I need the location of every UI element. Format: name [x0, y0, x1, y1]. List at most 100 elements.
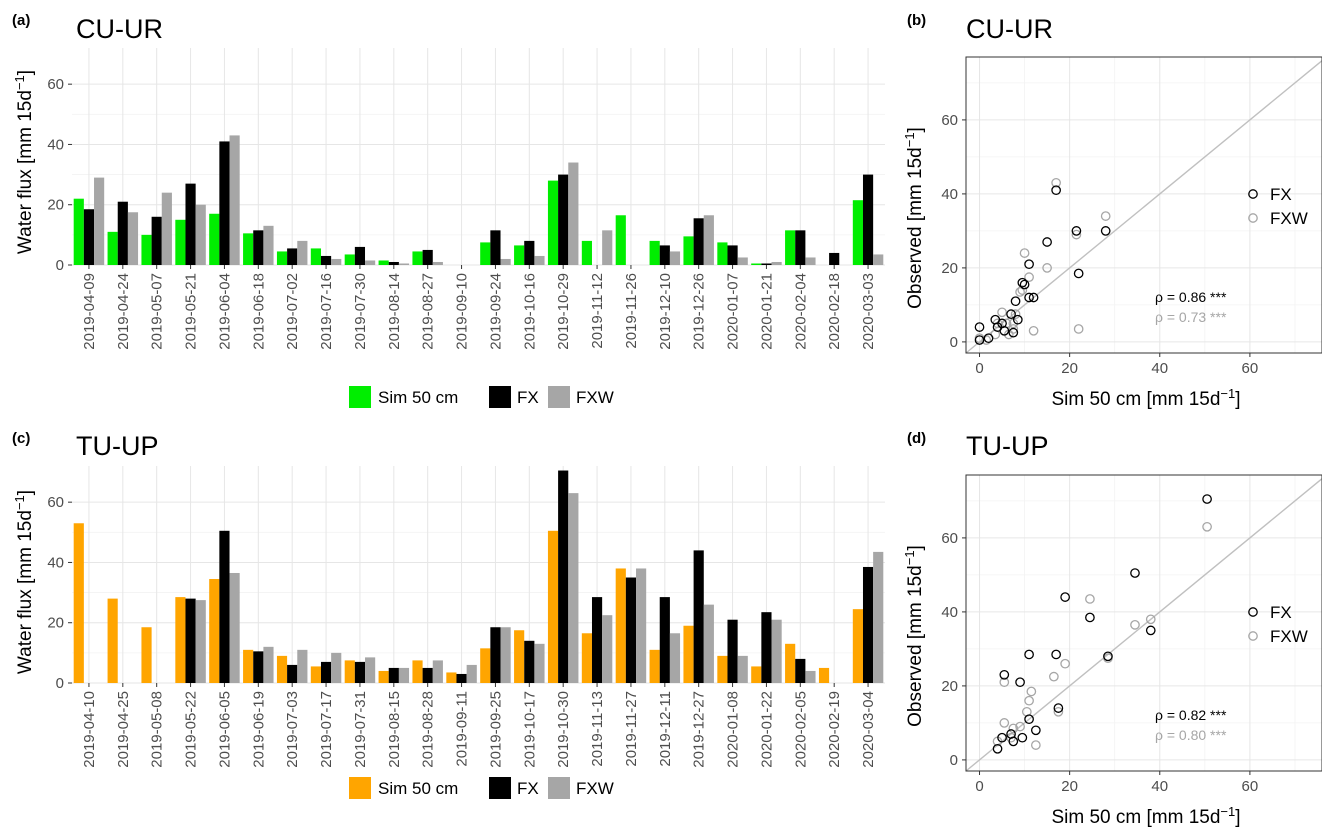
point-fxw — [1015, 721, 1025, 732]
panel-b-grid — [966, 57, 1322, 353]
bar-fx-2019-08-15 — [388, 667, 399, 683]
x-tick-label: 2019-10-16 — [521, 273, 538, 350]
panel-a-bars — [73, 135, 884, 265]
bar-fxw-2019-10-29 — [568, 162, 579, 265]
x-tick-label: 2019-08-15 — [386, 691, 403, 768]
x-tick-label: 2020-03-04 — [860, 691, 877, 768]
point-fxw — [997, 307, 1007, 318]
panel-c-y-ticks: 0 20 40 60 — [47, 494, 72, 692]
point-fx — [1028, 292, 1039, 303]
bar-fxw-2019-08-27 — [432, 261, 443, 265]
panel-d-title: TU-UP — [966, 431, 1049, 461]
point-fxw — [1026, 686, 1037, 697]
point-fx — [1010, 296, 1021, 307]
point-fx — [1145, 625, 1156, 636]
point-fx — [974, 322, 985, 332]
bar-fxw-2020-01-22 — [771, 619, 782, 683]
legend-fx-label: FX — [517, 388, 539, 407]
point-fx — [1060, 592, 1070, 602]
bar-fx-2019-06-18 — [253, 230, 264, 265]
bar-fxw-2019-12-11 — [669, 633, 681, 683]
x-tick-label: 20 — [1061, 360, 1078, 377]
panel-d-rho-fxw: ρ = 0.80 *** — [1155, 727, 1227, 743]
bar-fxw-2019-11-27 — [636, 568, 647, 683]
y-tick-label: 20 — [47, 197, 64, 214]
bar-fx-2019-04-24 — [117, 201, 128, 265]
y-tick-label: 20 — [941, 678, 958, 695]
bar-fx-2020-01-08 — [727, 619, 738, 683]
x-tick-label: 2019-10-30 — [555, 691, 572, 768]
point-fx — [1019, 279, 1030, 290]
bar-fx-2019-09-25 — [490, 627, 501, 683]
bar-fxw-2019-07-16 — [331, 258, 342, 265]
panel-b-y-axis-title: Observed [mm 15d−1] — [902, 127, 926, 309]
x-tick-label: 2020-02-19 — [826, 691, 843, 768]
x-tick-label: 2019-11-26 — [623, 273, 640, 349]
bar-fxw-2019-08-28 — [432, 660, 443, 683]
panel-b-ticks: 0 20 40 60 0 20 40 60 — [941, 112, 1258, 377]
bar-fxw-2019-09-25 — [500, 627, 511, 683]
x-tick-label: 2020-02-18 — [826, 273, 843, 350]
point-fx — [1073, 268, 1084, 279]
x-tick-label: 2019-09-10 — [454, 273, 471, 350]
x-tick-label: 0 — [975, 778, 983, 795]
bar-fxw-2020-03-03 — [873, 254, 884, 265]
panel-a-legend: Sim 50 cm FX FXW — [349, 386, 614, 408]
bar-fxw-2019-08-15 — [398, 667, 410, 683]
bar-sim-50-cm-2019-08-28 — [412, 660, 423, 683]
bar-fxw-2020-01-08 — [737, 655, 748, 683]
panel-a-letter: (a) — [12, 12, 30, 29]
bar-fxw-2019-11-12 — [602, 230, 613, 265]
panel-c-x-ticks: 2019-04-10 2019-04-25 2019-05-08 2019-05-22… — [81, 683, 877, 768]
bar-sim-50-cm-2019-06-19 — [243, 649, 254, 683]
point-fxw — [1085, 594, 1095, 604]
bar-fx-2019-07-02 — [287, 248, 298, 265]
x-tick-label: 2019-11-12 — [589, 273, 606, 349]
panel-d-y-axis-title: Observed [mm 15d−1] — [902, 545, 926, 727]
x-tick-label: 2019-07-30 — [352, 273, 369, 350]
bar-fx-2019-06-04 — [219, 141, 230, 265]
bar-sim-50-cm-2019-04-24 — [107, 231, 118, 265]
bar-fxw-2019-07-03 — [297, 649, 308, 683]
bar-fxw-2020-03-04 — [873, 551, 884, 683]
bar-fx-2019-08-14 — [388, 261, 399, 265]
point-fx — [1012, 314, 1023, 325]
panel-b-legend-fx-marker — [1248, 189, 1258, 199]
panel-b-points — [974, 177, 1111, 345]
bar-fxw-2019-04-24 — [127, 212, 139, 265]
bar-sim-50-cm-2019-08-14 — [378, 260, 389, 265]
bar-sim-50-cm-2019-08-15 — [378, 670, 389, 683]
point-fx — [1024, 259, 1034, 270]
bar-fxw-2019-04-09 — [94, 177, 105, 265]
point-fx — [1085, 612, 1095, 623]
legend-fxw-label: FXW — [576, 779, 614, 798]
panel-d-legend: FX FXW — [1248, 603, 1308, 646]
point-fx — [1017, 732, 1028, 743]
panel-a-x-ticks: 2019-04-09 2019-04-24 2019-05-07 2019-05-21… — [81, 265, 877, 350]
legend-fxw-swatch — [548, 386, 570, 408]
point-fx — [1100, 226, 1111, 236]
bar-fx-2019-07-17 — [320, 661, 332, 683]
x-tick-label: 60 — [1242, 360, 1259, 377]
bar-sim-50-cm-2019-05-08 — [141, 627, 152, 683]
point-fx — [1042, 237, 1052, 247]
bar-sim-50-cm-2019-11-27 — [615, 568, 626, 683]
bar-fxw-2019-07-31 — [365, 657, 376, 683]
legend-sim-label: Sim 50 cm — [378, 779, 458, 798]
bar-sim-50-cm-2019-12-27 — [683, 625, 694, 683]
bar-sim-50-cm-2019-04-25 — [107, 598, 118, 683]
legend-fxw-swatch — [548, 777, 570, 799]
panel-b-scatter-plot: (b) CU-UR Observed [mm 15d−1] Sim 50 cm … — [902, 12, 1322, 410]
point-fxw — [999, 718, 1010, 728]
y-tick-label: 0 — [56, 257, 64, 274]
x-tick-label: 2019-04-24 — [115, 273, 132, 350]
panel-d-legend-fxw-label: FXW — [1270, 627, 1308, 646]
bar-fx-2020-02-04 — [795, 230, 806, 265]
bar-fxw-2019-07-30 — [365, 260, 376, 265]
bar-fx-2019-04-09 — [83, 209, 95, 265]
y-tick-label: 20 — [941, 260, 958, 277]
bar-fx-2019-09-24 — [490, 230, 501, 265]
bar-fx-2019-10-17 — [524, 640, 535, 683]
point-fx — [1051, 649, 1061, 660]
bar-fx-2019-10-29 — [558, 174, 569, 265]
